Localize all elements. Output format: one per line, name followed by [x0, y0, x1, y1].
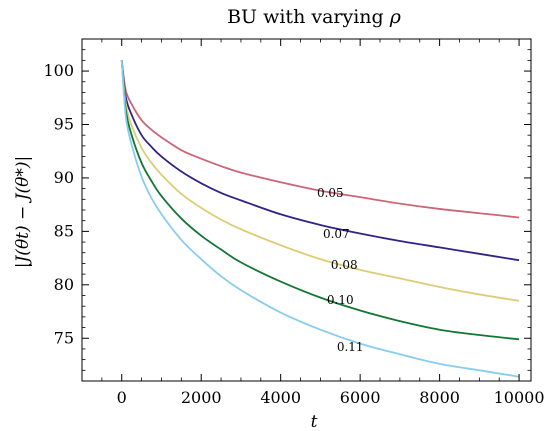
x-axis-label: t — [311, 412, 318, 431]
plot-area: 0.05 0.07 0.08 0.10 0.11 0 2000 4000 6000 8000 100… — [43, 38, 545, 407]
x-tick-label: 0 — [117, 388, 127, 407]
series-label-0.05: 0.05 — [317, 186, 344, 200]
x-tick-label: 2000 — [181, 388, 222, 407]
series-label-0.07: 0.07 — [323, 227, 350, 241]
y-tick-label: 90 — [54, 168, 74, 187]
x-tick-label: 6000 — [340, 388, 381, 407]
x-tick-label: 10000 — [494, 388, 545, 407]
series-line-0.10 — [120, 60, 520, 341]
y-tick-label: 75 — [54, 328, 74, 347]
series-label-0.08: 0.08 — [331, 258, 358, 272]
x-tick-label: 8000 — [419, 388, 460, 407]
x-tick-label: 4000 — [260, 388, 301, 407]
y-axis-label: |J(θt) − J(θ*)| — [13, 156, 33, 268]
y-tick-label: 95 — [54, 115, 74, 134]
y-tick-label: 100 — [43, 61, 74, 80]
series-line-0.08 — [120, 60, 520, 302]
series-label-0.11: 0.11 — [337, 340, 364, 354]
series-line-0.07 — [120, 60, 520, 262]
series-label-0.10: 0.10 — [327, 293, 354, 307]
y-tick-label: 85 — [54, 221, 74, 240]
series-line-0.11 — [120, 60, 520, 378]
series-line-0.05 — [120, 60, 520, 219]
plot-frame — [81, 38, 532, 382]
y-tick-label: 80 — [54, 275, 74, 294]
chart-title: BU with varying ρ — [227, 6, 402, 28]
